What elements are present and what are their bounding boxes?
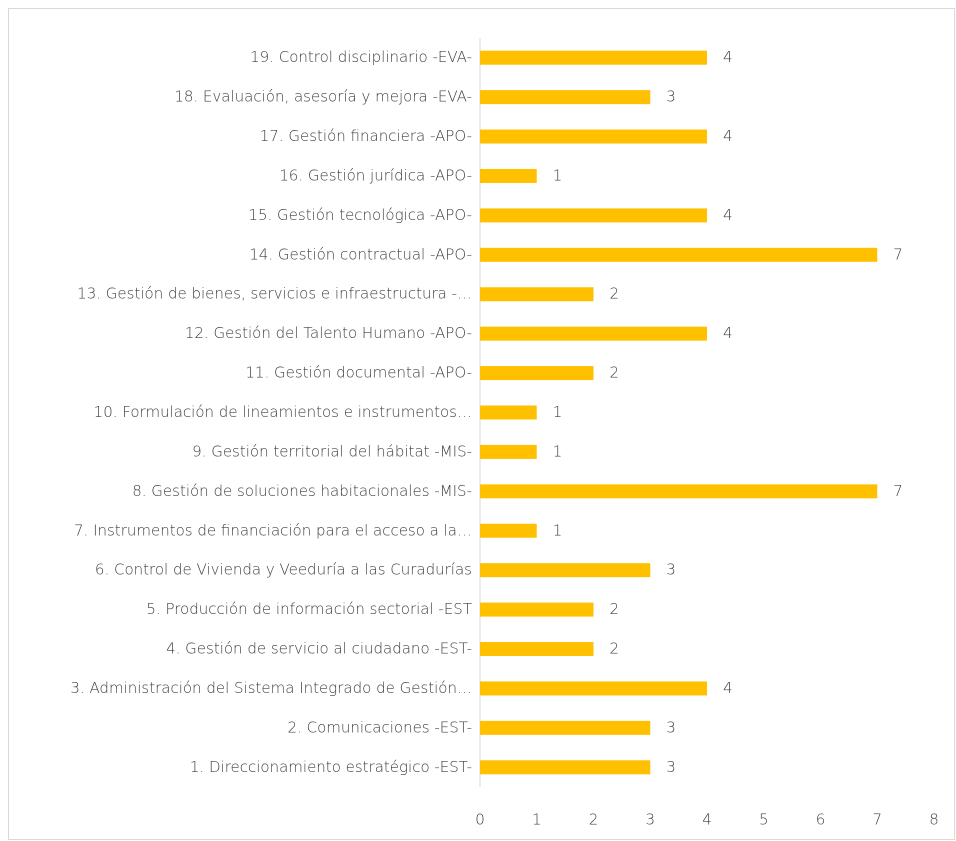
x-tick-label: 5	[759, 811, 769, 829]
bar	[480, 760, 651, 775]
y-tick-label: 14. Gestión contractual -APO-	[249, 245, 472, 263]
data-label: 2	[610, 285, 620, 303]
data-label: 1	[553, 521, 563, 539]
y-tick-label: 1. Direccionamiento estratégico -EST-	[190, 758, 472, 776]
bar	[480, 168, 537, 183]
bar	[480, 208, 707, 223]
data-label: 4	[723, 127, 733, 145]
x-tick-label: 4	[702, 811, 712, 829]
y-tick-label: 17. Gestión financiera -APO-	[260, 127, 472, 145]
y-tick-label: 9. Gestión territorial del hábitat -MIS-	[192, 442, 472, 460]
x-tick-label: 2	[589, 811, 599, 829]
y-tick-label: 6. Control de Vivienda y Veeduría a las …	[95, 561, 472, 579]
bar	[480, 247, 878, 262]
y-tick-label: 13. Gestión de bienes, servicios e infra…	[77, 285, 472, 303]
data-label: 3	[666, 718, 676, 736]
data-label: 4	[723, 679, 733, 697]
x-tick-label: 7	[872, 811, 882, 829]
y-tick-label: 15. Gestión tecnológica -APO-	[248, 206, 472, 224]
bar	[480, 444, 537, 459]
bar	[480, 720, 651, 735]
data-label: 4	[723, 48, 733, 66]
bar	[480, 326, 707, 341]
data-label: 1	[553, 442, 563, 460]
y-tick-label: 12. Gestión del Talento Humano -APO-	[185, 324, 472, 342]
x-tick-label: 6	[816, 811, 826, 829]
data-label: 3	[666, 88, 676, 106]
data-label: 4	[723, 324, 733, 342]
y-tick-label: 16. Gestión jurídica -APO-	[279, 166, 472, 184]
bar	[480, 129, 707, 144]
y-tick-label: 19. Control disciplinario -EVA-	[250, 48, 472, 66]
bar	[480, 287, 594, 302]
y-tick-label: 11. Gestión documental -APO-	[245, 364, 472, 382]
bar	[480, 642, 594, 657]
data-label: 2	[610, 640, 620, 658]
y-tick-label: 5. Producción de información sectorial -…	[146, 600, 472, 618]
x-tick-label: 0	[475, 811, 485, 829]
bar	[480, 523, 537, 538]
bar	[480, 366, 594, 381]
data-label: 3	[666, 758, 676, 776]
bar	[480, 90, 651, 105]
bar	[480, 563, 651, 578]
x-tick-label: 8	[929, 811, 939, 829]
bar	[480, 484, 878, 499]
data-label: 2	[610, 364, 620, 382]
y-tick-label: 8. Gestión de soluciones habitacionales …	[132, 482, 472, 500]
data-label: 7	[893, 245, 903, 263]
data-label: 7	[893, 482, 903, 500]
data-label: 1	[553, 166, 563, 184]
data-label: 1	[553, 403, 563, 421]
y-tick-label: 18. Evaluación, asesoría y mejora -EVA-	[174, 88, 472, 106]
bar	[480, 405, 537, 420]
bar	[480, 50, 707, 65]
y-tick-label: 4. Gestión de servicio al ciudadano -EST…	[166, 640, 472, 658]
chart-border	[8, 8, 955, 840]
bar	[480, 681, 707, 696]
y-tick-label: 2. Comunicaciones -EST-	[288, 718, 472, 736]
data-label: 3	[666, 561, 676, 579]
x-tick-label: 1	[532, 811, 542, 829]
y-tick-label: 7. Instrumentos de financiación para el …	[74, 521, 472, 539]
data-label: 4	[723, 206, 733, 224]
x-tick-label: 3	[645, 811, 655, 829]
bar	[480, 602, 594, 617]
y-tick-label: 10. Formulación de lineamientos e instru…	[94, 403, 472, 421]
data-label: 2	[610, 600, 620, 618]
y-tick-label: 3. Administración del Sistema Integrado …	[70, 679, 472, 697]
